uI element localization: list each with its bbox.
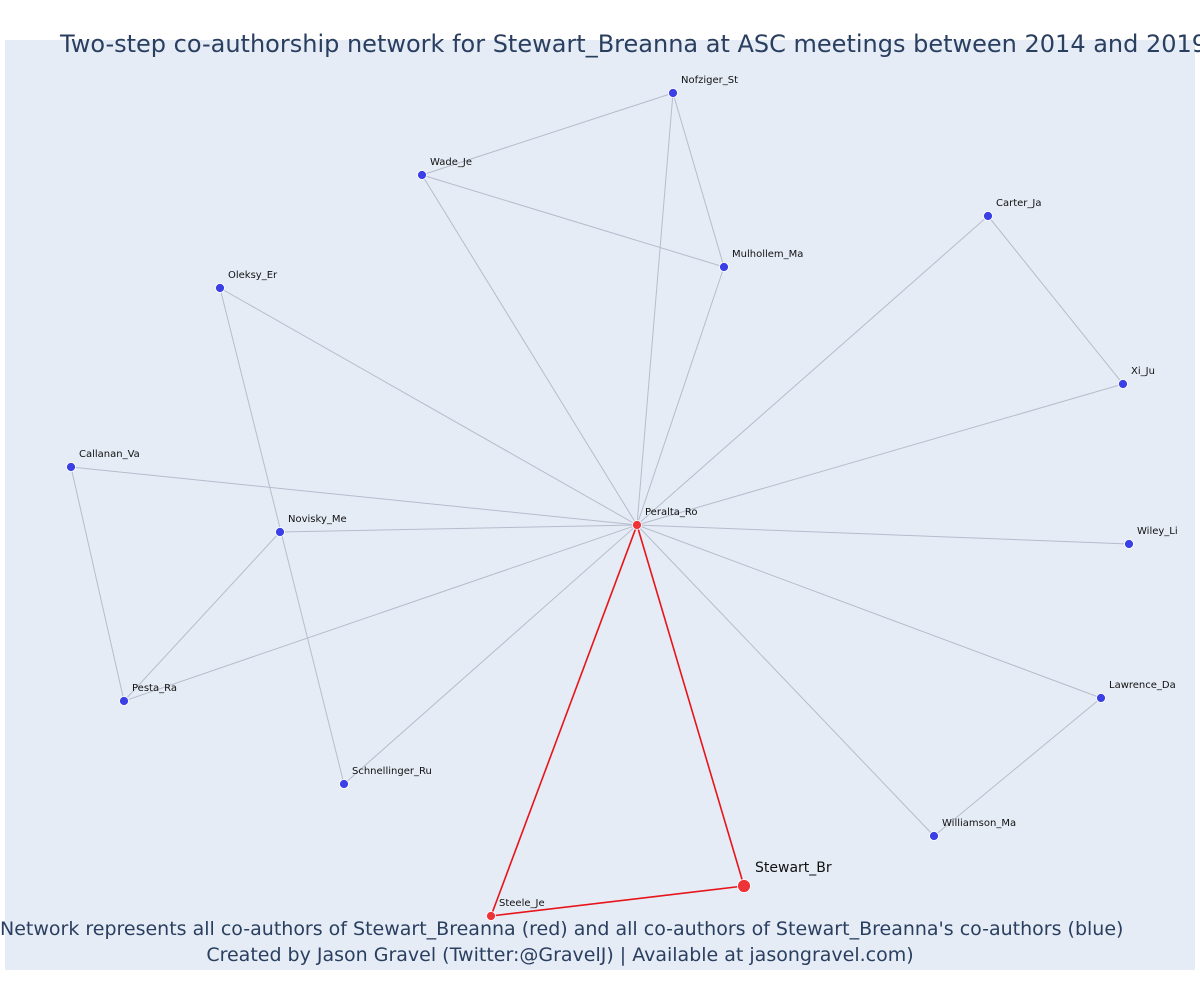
node-label-mulhollem-ma: Mulhollem_Ma — [732, 249, 803, 260]
caption-line-2: Created by Jason Gravel (Twitter:@Gravel… — [206, 944, 914, 966]
edge-mulhollem-ma-peralta-ro — [636, 266, 725, 526]
node-nofziger-st[interactable] — [668, 88, 678, 98]
node-label-nofziger-st: Nofziger_St — [681, 75, 738, 86]
edge-novisky-me-pesta-ra — [123, 531, 281, 702]
edge-peralta-ro-steele-je — [490, 524, 638, 917]
edge-nofziger-st-mulhollem-ma — [672, 92, 725, 268]
node-pesta-ra[interactable] — [119, 696, 129, 706]
node-label-xi-ju: Xi_Ju — [1131, 366, 1155, 377]
edge-carter-ja-xi-ju — [987, 215, 1124, 385]
edge-pesta-ra-peralta-ro — [123, 524, 638, 702]
node-steele-je[interactable] — [486, 911, 496, 921]
edge-williamson-ma-peralta-ro — [636, 524, 935, 837]
node-williamson-ma[interactable] — [929, 831, 939, 841]
node-label-lawrence-da: Lawrence_Da — [1109, 680, 1176, 691]
edge-oleksy-er-peralta-ro — [219, 287, 638, 526]
edge-callanan-va-pesta-ra — [70, 466, 125, 702]
labels-layer: Nofziger_St Wade_Je Carter_Ja Mulhollem_Ma O… — [79, 75, 1178, 909]
edge-novisky-me-peralta-ro — [279, 524, 638, 533]
node-label-peralta-ro: Peralta_Ro — [645, 507, 698, 518]
edge-wade-je-peralta-ro — [421, 174, 638, 526]
node-label-wiley-li: Wiley_Li — [1137, 526, 1178, 537]
node-label-oleksy-er: Oleksy_Er — [228, 270, 278, 281]
edge-xi-ju-peralta-ro — [636, 383, 1124, 526]
node-mulhollem-ma[interactable] — [719, 262, 729, 272]
node-label-callanan-va: Callanan_Va — [79, 449, 140, 460]
node-lawrence-da[interactable] — [1096, 693, 1106, 703]
plot-background — [5, 40, 1195, 970]
node-label-schnellinger-ru: Schnellinger_Ru — [352, 766, 432, 777]
edges-layer — [70, 92, 1130, 917]
edge-nofziger-st-wade-je — [421, 92, 674, 176]
node-label-wade-je: Wade_Je — [430, 157, 472, 168]
node-label-steele-je: Steele_Je — [499, 898, 545, 909]
edge-lawrence-da-peralta-ro — [636, 524, 1102, 699]
node-peralta-ro[interactable] — [632, 520, 642, 530]
edge-lawrence-da-williamson-ma — [933, 697, 1102, 837]
edge-schnellinger-ru-peralta-ro — [343, 524, 638, 785]
edge-carter-ja-peralta-ro — [636, 215, 989, 526]
node-label-novisky-me: Novisky_Me — [288, 514, 347, 525]
node-label-williamson-ma: Williamson_Ma — [942, 818, 1016, 829]
node-oleksy-er[interactable] — [215, 283, 225, 293]
node-callanan-va[interactable] — [66, 462, 76, 472]
node-label-stewart-br: Stewart_Br — [755, 860, 832, 876]
node-carter-ja[interactable] — [983, 211, 993, 221]
nodes-layer — [66, 88, 1134, 921]
node-label-pesta-ra: Pesta_Ra — [132, 683, 177, 694]
edge-wade-je-mulhollem-ma — [421, 174, 725, 268]
node-novisky-me[interactable] — [275, 527, 285, 537]
chart-title: Two-step co-authorship network for Stewa… — [60, 30, 1200, 58]
edge-callanan-va-peralta-ro — [70, 466, 638, 526]
edge-nofziger-st-peralta-ro — [636, 92, 674, 526]
edge-steele-je-stewart-br — [490, 885, 745, 917]
node-stewart-br[interactable] — [737, 879, 751, 893]
caption-line-1: Network represents all co-authors of Ste… — [0, 918, 1124, 940]
node-wade-je[interactable] — [417, 170, 427, 180]
node-wiley-li[interactable] — [1124, 539, 1134, 549]
node-xi-ju[interactable] — [1118, 379, 1128, 389]
node-label-carter-ja: Carter_Ja — [996, 198, 1041, 209]
edge-peralta-ro-stewart-br — [636, 524, 745, 887]
edge-wiley-li-peralta-ro — [636, 524, 1130, 545]
node-schnellinger-ru[interactable] — [339, 779, 349, 789]
